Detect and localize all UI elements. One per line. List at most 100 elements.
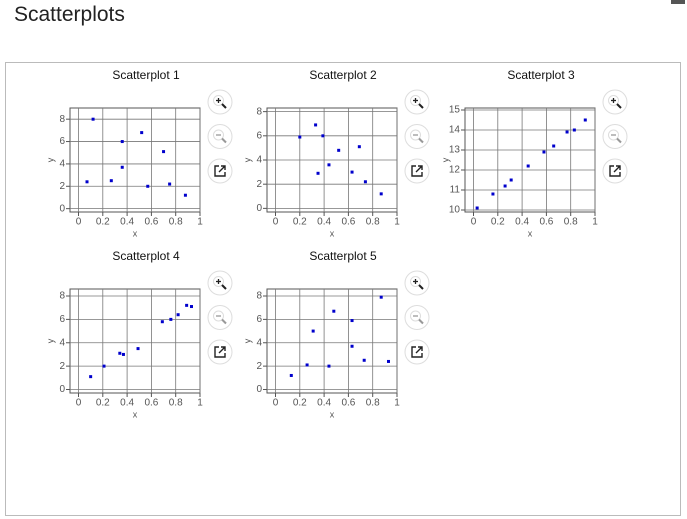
point bbox=[362, 358, 366, 362]
y-tick-label: 8 bbox=[256, 106, 262, 117]
point bbox=[337, 148, 341, 152]
y-tick-label: 8 bbox=[59, 114, 65, 125]
x-tick-label: 0.8 bbox=[169, 217, 183, 228]
external-arrow bbox=[613, 165, 621, 173]
x-tick-label: 0.6 bbox=[539, 217, 553, 228]
x-tick-label: 0.2 bbox=[491, 217, 505, 228]
point bbox=[363, 180, 367, 184]
external-arrow bbox=[218, 346, 226, 354]
y-axis-label: y bbox=[45, 338, 55, 343]
magnifier-handle bbox=[221, 284, 227, 290]
zoom-in-button[interactable] bbox=[207, 270, 233, 296]
zoom-out-button[interactable] bbox=[404, 305, 430, 330]
y-tick-label: 4 bbox=[256, 155, 262, 166]
x-axis-label: x bbox=[330, 228, 335, 238]
point bbox=[565, 130, 569, 134]
point bbox=[140, 131, 144, 135]
point bbox=[91, 117, 95, 121]
y-axis-label: y bbox=[45, 157, 55, 162]
y-tick-label: 12 bbox=[449, 165, 461, 176]
zoom-in-button[interactable] bbox=[404, 270, 430, 296]
zoom-out-button[interactable] bbox=[207, 305, 233, 330]
open-external-button[interactable] bbox=[207, 158, 233, 184]
x-tick-label: 0.6 bbox=[341, 217, 355, 228]
zoom-out-button[interactable] bbox=[602, 124, 628, 149]
point bbox=[316, 171, 320, 175]
zoom-in-button[interactable] bbox=[404, 89, 430, 115]
zoom-in-button[interactable] bbox=[207, 89, 233, 115]
x-tick-label: 0.2 bbox=[293, 398, 307, 409]
open-external-button[interactable] bbox=[404, 339, 430, 365]
point bbox=[321, 134, 325, 138]
x-tick-label: 0.6 bbox=[341, 398, 355, 409]
magnifier-handle bbox=[418, 284, 424, 290]
x-tick-label: 1 bbox=[592, 217, 598, 228]
y-tick-label: 2 bbox=[59, 181, 65, 192]
point bbox=[120, 140, 124, 144]
x-axis-label: x bbox=[528, 228, 533, 238]
panel bbox=[5, 62, 681, 516]
x-axis-label: x bbox=[133, 228, 138, 238]
point bbox=[314, 123, 318, 127]
y-tick-label: 8 bbox=[256, 291, 262, 302]
x-tick-label: 0 bbox=[471, 217, 477, 228]
x-tick-label: 0.8 bbox=[169, 398, 183, 409]
open-external-button[interactable] bbox=[207, 339, 233, 365]
x-tick-label: 0.4 bbox=[515, 217, 529, 228]
point bbox=[379, 192, 383, 196]
external-icon bbox=[411, 346, 423, 358]
point bbox=[503, 184, 507, 188]
x-tick-label: 0.4 bbox=[317, 398, 331, 409]
x-tick-label: 0 bbox=[76, 398, 82, 409]
x-tick-label: 0.6 bbox=[144, 398, 158, 409]
point bbox=[526, 164, 530, 168]
point bbox=[475, 206, 479, 210]
plot-frame bbox=[266, 288, 398, 394]
scatterplot: Scatterplot 1 0 0.2 0.4 0.6 0.8 1 0 2 4 6 8 x y bbox=[45, 68, 233, 238]
point bbox=[357, 145, 361, 149]
zoom-in-button[interactable] bbox=[602, 89, 628, 115]
x-tick-label: 0.6 bbox=[144, 217, 158, 228]
y-tick-label: 0 bbox=[256, 203, 262, 214]
y-tick-label: 0 bbox=[59, 203, 65, 214]
point bbox=[118, 351, 122, 355]
magnifier-handle bbox=[418, 137, 424, 144]
y-tick-label: 4 bbox=[59, 337, 65, 348]
y-tick-label: 8 bbox=[59, 291, 65, 302]
zoom-out-button[interactable] bbox=[207, 124, 233, 149]
point bbox=[289, 373, 293, 377]
point bbox=[350, 319, 354, 323]
point bbox=[136, 347, 140, 351]
magnifier-handle bbox=[418, 318, 424, 325]
point bbox=[379, 295, 383, 299]
point bbox=[189, 305, 193, 309]
y-tick-label: 4 bbox=[59, 159, 65, 170]
magnifier-handle bbox=[418, 103, 424, 109]
zoom-out-button[interactable] bbox=[404, 124, 430, 149]
page-title: Scatterplots bbox=[14, 3, 125, 26]
x-tick-label: 0 bbox=[76, 217, 82, 228]
external-arrow bbox=[415, 165, 423, 173]
chart-title: Scatterplot 2 bbox=[309, 68, 377, 82]
magnifier-handle bbox=[616, 103, 622, 109]
point bbox=[350, 344, 354, 348]
x-tick-label: 1 bbox=[394, 217, 400, 228]
x-tick-label: 0.8 bbox=[366, 217, 380, 228]
point bbox=[327, 364, 331, 368]
y-tick-label: 15 bbox=[449, 105, 461, 116]
point bbox=[121, 352, 125, 356]
point bbox=[102, 364, 106, 368]
plot-frame bbox=[69, 107, 201, 213]
y-tick-label: 6 bbox=[59, 136, 65, 147]
x-tick-label: 0.2 bbox=[96, 398, 110, 409]
open-external-button[interactable] bbox=[404, 158, 430, 184]
open-external-button[interactable] bbox=[602, 158, 628, 184]
scatterplot: Scatterplot 2 0 0.2 0.4 0.6 0.8 1 0 2 4 6 8 x y bbox=[242, 68, 430, 238]
external-icon bbox=[411, 165, 423, 177]
x-tick-label: 0.2 bbox=[293, 217, 307, 228]
x-tick-label: 1 bbox=[197, 398, 203, 409]
external-icon bbox=[214, 165, 226, 177]
point bbox=[491, 192, 495, 196]
y-tick-label: 2 bbox=[256, 179, 262, 190]
